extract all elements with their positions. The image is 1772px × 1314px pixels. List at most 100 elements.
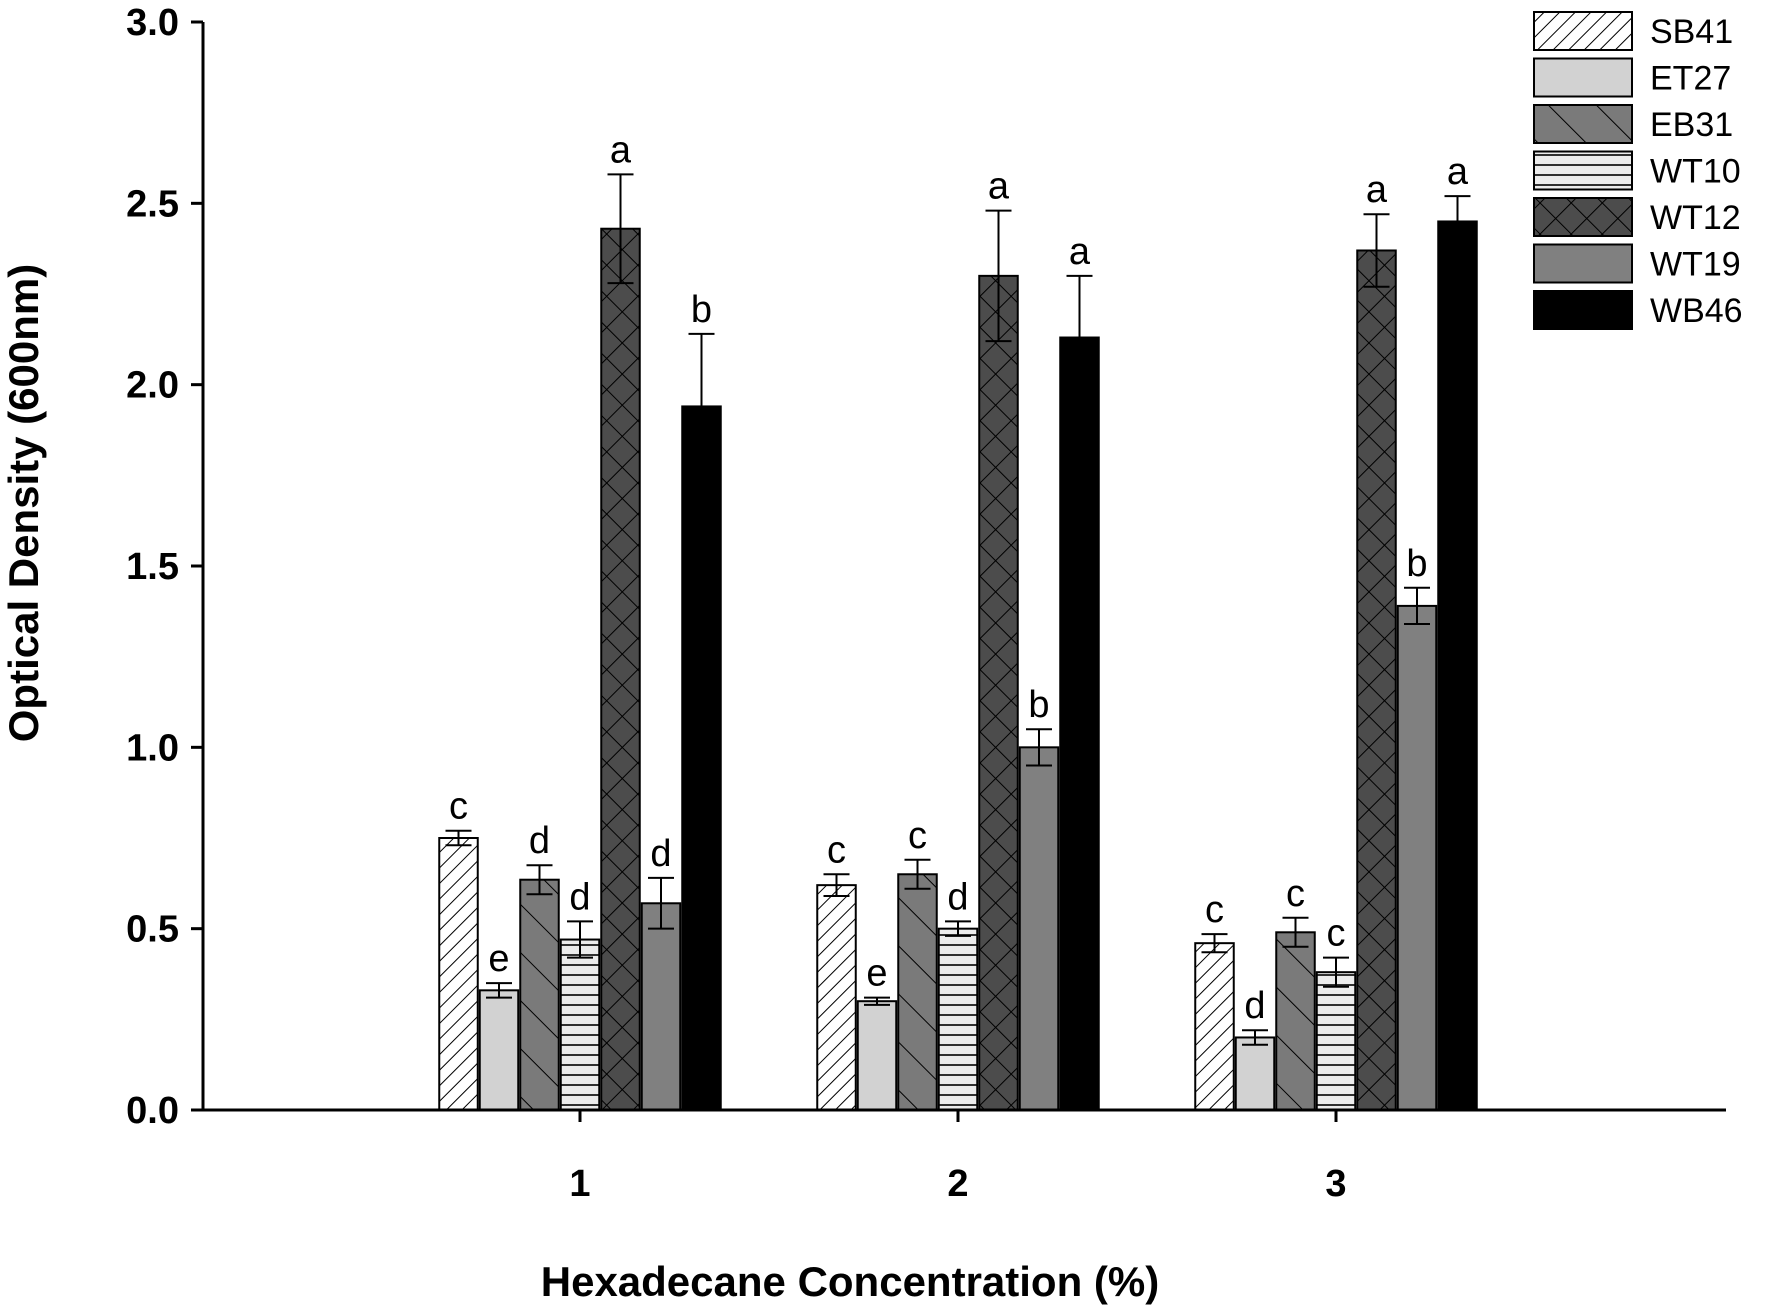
significance-letter: b bbox=[1406, 543, 1427, 585]
legend-swatch bbox=[1533, 243, 1633, 284]
legend-item-eb31: EB31 bbox=[1533, 104, 1733, 144]
significance-letter: d bbox=[1244, 985, 1265, 1027]
legend-swatch bbox=[1533, 197, 1633, 237]
significance-letter: d bbox=[529, 820, 550, 862]
significance-letter: a bbox=[1447, 151, 1469, 193]
significance-letter: c bbox=[908, 815, 927, 857]
error-bar bbox=[526, 864, 553, 896]
bar-wb46-3 bbox=[1437, 220, 1478, 1111]
legend: SB41 ET27 EB31 WT10 WT12 WT19 WB46 bbox=[1533, 11, 1743, 330]
significance-letter: c bbox=[1327, 913, 1346, 955]
legend-swatch bbox=[1533, 104, 1633, 144]
y-tick-label: 0.5 bbox=[126, 909, 179, 951]
error-bar bbox=[1242, 1029, 1268, 1046]
significance-letter: a bbox=[610, 129, 632, 171]
legend-item-wt12: WT12 bbox=[1533, 197, 1741, 237]
bar-et27-2 bbox=[856, 1000, 898, 1112]
significance-letter: c bbox=[1205, 889, 1224, 931]
error-bar bbox=[1201, 933, 1228, 954]
error-bar bbox=[445, 829, 472, 847]
significance-letter: c bbox=[827, 829, 846, 871]
legend-swatch bbox=[1533, 290, 1633, 330]
y-tick-label: 1.5 bbox=[126, 546, 179, 588]
legend-swatch bbox=[1533, 57, 1633, 98]
bar-wt12-1 bbox=[600, 227, 641, 1112]
error-bar bbox=[904, 858, 931, 890]
bar-wt10-2 bbox=[937, 927, 979, 1112]
legend-item-wt10: WT10 bbox=[1533, 150, 1741, 191]
x-tick-label: 1 bbox=[569, 1163, 590, 1205]
error-bar bbox=[823, 873, 850, 898]
error-bar bbox=[945, 920, 971, 937]
x-tick-label: 2 bbox=[947, 1163, 968, 1205]
bar-wb46-1 bbox=[681, 405, 722, 1111]
bar-eb31-3 bbox=[1275, 931, 1316, 1111]
error-bar bbox=[688, 332, 715, 480]
y-tick-label: 2.0 bbox=[126, 365, 179, 407]
legend-item-wb46: WB46 bbox=[1533, 290, 1743, 330]
y-tick-label: 2.5 bbox=[126, 183, 179, 225]
significance-letter: d bbox=[569, 876, 590, 918]
bar-sb41-2 bbox=[816, 884, 857, 1111]
significance-letter: a bbox=[1366, 169, 1388, 211]
legend-item-sb41: SB41 bbox=[1533, 11, 1733, 51]
legend-swatch bbox=[1533, 11, 1633, 51]
error-bars-layer bbox=[445, 173, 1471, 1046]
y-tick-label: 1.0 bbox=[126, 727, 179, 769]
significance-letter: e bbox=[488, 938, 509, 980]
y-tick-label: 0.0 bbox=[126, 1090, 179, 1132]
error-bar bbox=[864, 996, 890, 1006]
legend-label: WT10 bbox=[1650, 153, 1741, 191]
bar-wt12-3 bbox=[1356, 249, 1397, 1112]
error-bar bbox=[1444, 195, 1471, 248]
bar-sb41-1 bbox=[438, 837, 479, 1111]
error-bar bbox=[607, 173, 634, 285]
error-bar bbox=[486, 982, 512, 999]
bar-wb46-2 bbox=[1059, 336, 1100, 1111]
significance-letter: d bbox=[947, 876, 968, 918]
x-ticks: 1 2 3 bbox=[569, 1110, 1347, 1205]
significance-letter: b bbox=[691, 289, 712, 331]
legend-label: WT12 bbox=[1650, 199, 1741, 237]
bar-eb31-1 bbox=[519, 878, 560, 1111]
bar-wt19-3 bbox=[1396, 604, 1438, 1111]
bar-et27-3 bbox=[1234, 1036, 1276, 1112]
bar-wt19-2 bbox=[1018, 746, 1060, 1111]
bar-wt12-2 bbox=[978, 274, 1019, 1112]
bar-et27-1 bbox=[478, 989, 520, 1112]
y-ticks: 0.0 0.5 1.0 1.5 2.0 2.5 3.0 bbox=[126, 2, 203, 1132]
bar-wt10-3 bbox=[1315, 971, 1357, 1111]
significance-letter: b bbox=[1028, 684, 1049, 726]
legend-item-wt19: WT19 bbox=[1533, 243, 1741, 284]
y-axis-title: Optical Density (600nm) bbox=[0, 264, 47, 742]
error-bar bbox=[567, 920, 593, 959]
significance-letter: d bbox=[650, 833, 671, 875]
legend-item-et27: ET27 bbox=[1533, 57, 1731, 98]
error-bar bbox=[1323, 956, 1349, 988]
significance-letter: a bbox=[988, 166, 1010, 208]
bar-wt19-1 bbox=[640, 902, 682, 1112]
y-tick-label: 3.0 bbox=[126, 2, 179, 44]
significance-letter: c bbox=[1286, 873, 1305, 915]
error-bar bbox=[1026, 728, 1052, 767]
bars-layer bbox=[438, 220, 1478, 1112]
x-axis-title: Hexadecane Concentration (%) bbox=[541, 1258, 1159, 1305]
error-bar bbox=[1282, 916, 1309, 948]
legend-swatch bbox=[1533, 150, 1633, 191]
bar-eb31-2 bbox=[897, 873, 938, 1111]
error-bar bbox=[1404, 586, 1430, 626]
legend-label: EB31 bbox=[1650, 106, 1733, 144]
legend-label: ET27 bbox=[1650, 60, 1731, 98]
significance-letter: a bbox=[1069, 231, 1091, 273]
error-bar bbox=[985, 209, 1012, 343]
legend-label: WT19 bbox=[1650, 246, 1741, 284]
error-bar bbox=[1066, 274, 1093, 401]
significance-letter: c bbox=[449, 786, 468, 828]
bar-sb41-3 bbox=[1194, 942, 1235, 1111]
legend-label: WB46 bbox=[1650, 292, 1743, 330]
x-tick-label: 3 bbox=[1325, 1163, 1346, 1205]
significance-letter: e bbox=[866, 953, 887, 995]
